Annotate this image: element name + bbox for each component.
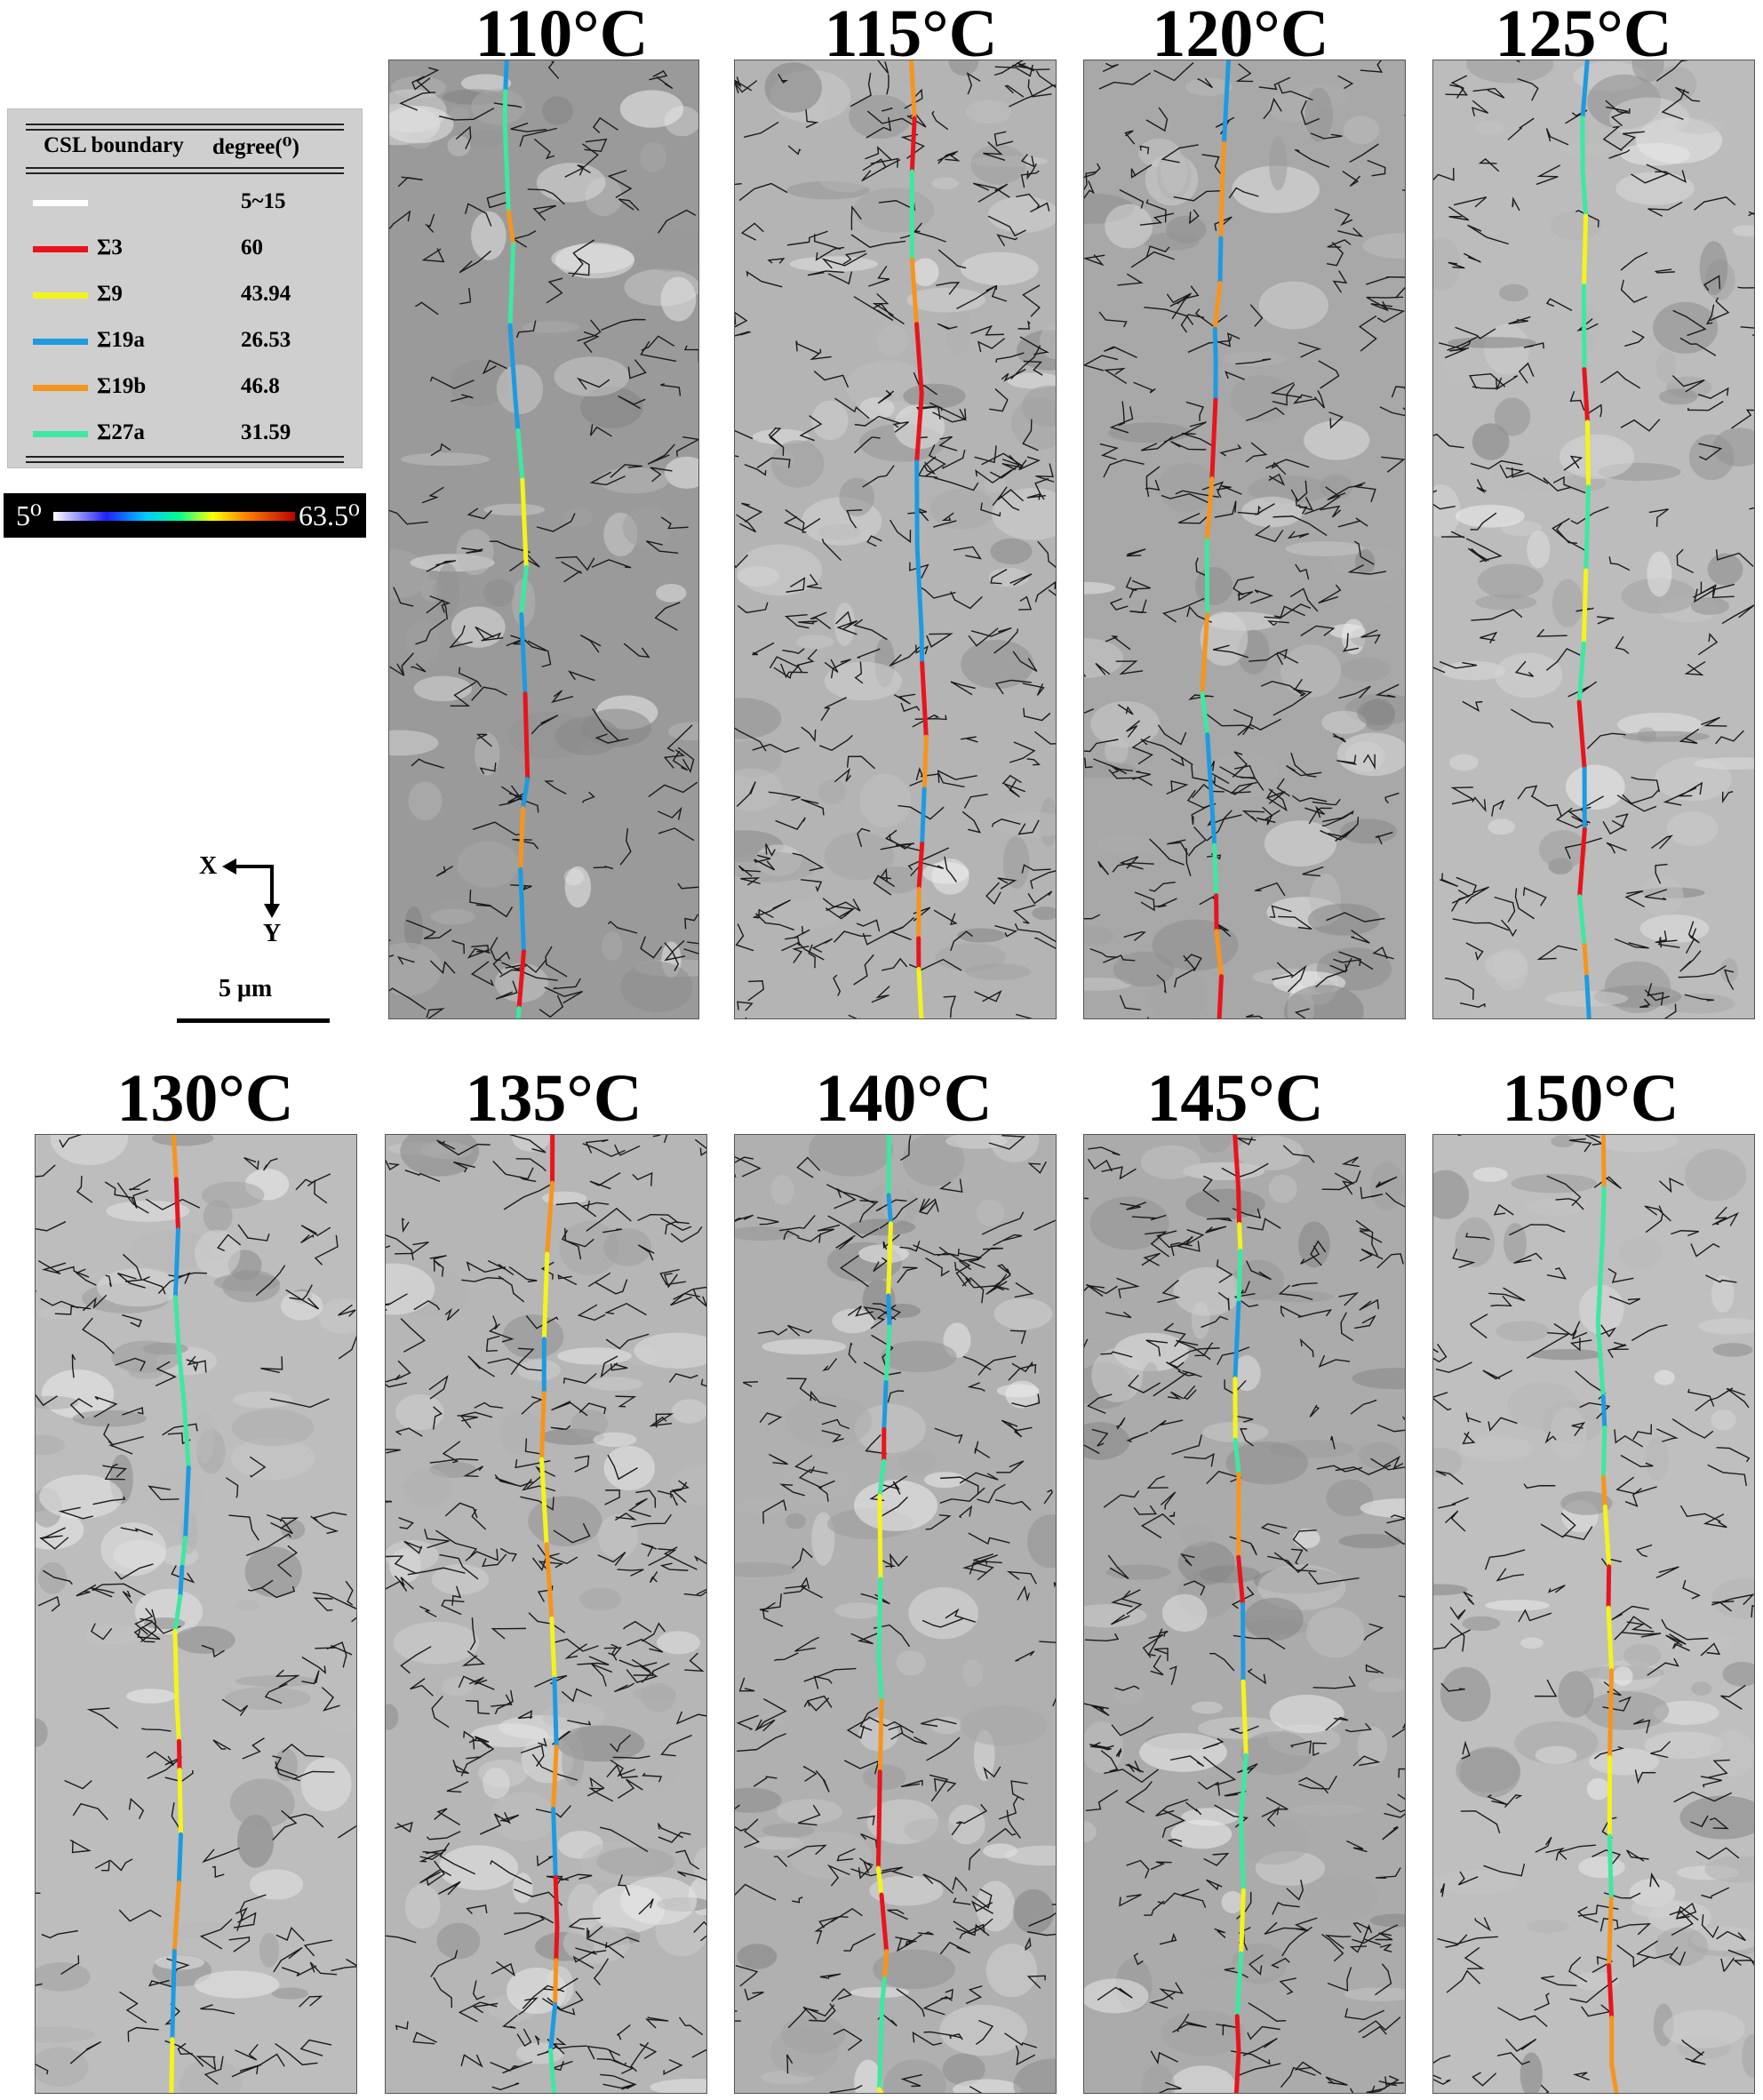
micrograph-texture bbox=[36, 1135, 356, 2093]
panel-130-micrograph bbox=[35, 1134, 357, 2094]
legend-swatch bbox=[33, 200, 88, 206]
legend-row-sigma27a: Σ27a 31.59 bbox=[8, 411, 362, 458]
legend-row-degree: 31.59 bbox=[241, 420, 291, 444]
scale-bar bbox=[177, 1018, 330, 1023]
legend-swatch bbox=[33, 246, 88, 252]
panel-115-label: 115°C bbox=[824, 0, 998, 71]
colorbar-max-label: 63.5⁰ bbox=[299, 499, 360, 531]
panel-110-micrograph bbox=[388, 60, 699, 1019]
legend-row-degree: 46.8 bbox=[241, 374, 280, 398]
legend-row-sigma3: Σ3 60 bbox=[8, 227, 362, 273]
axes-indicator: X Y bbox=[187, 849, 293, 955]
panel-125-micrograph bbox=[1432, 60, 1755, 1019]
axis-y-label: Y bbox=[263, 920, 282, 947]
legend-row-name: Σ19b bbox=[97, 374, 147, 398]
legend-header-boundary: CSL boundary bbox=[44, 133, 184, 157]
legend-swatch bbox=[33, 292, 88, 299]
micrograph-texture bbox=[735, 60, 1056, 1018]
micrograph-texture bbox=[1433, 1135, 1754, 2093]
legend-header-rule bbox=[26, 167, 344, 174]
panel-150-label: 150°C bbox=[1502, 1061, 1679, 1136]
legend-header-degree: degree(⁰) bbox=[212, 135, 299, 159]
micrograph-texture bbox=[1084, 60, 1405, 1018]
micrograph-texture bbox=[1084, 1135, 1405, 2093]
axis-x-label: X bbox=[199, 852, 218, 880]
scale-bar-label: 5 μm bbox=[219, 975, 273, 1002]
panel-135-micrograph bbox=[385, 1134, 707, 2094]
panel-135-label: 135°C bbox=[465, 1061, 642, 1136]
legend-row-name: Σ3 bbox=[97, 236, 123, 260]
legend-row-degree: 5~15 bbox=[241, 189, 286, 213]
panel-110-label: 110°C bbox=[475, 0, 649, 71]
panel-120-label: 120°C bbox=[1152, 0, 1329, 71]
legend-swatch bbox=[33, 339, 88, 345]
csl-legend: CSL boundary degree(⁰) 5~15 Σ3 60 Σ9 43.… bbox=[7, 108, 363, 468]
colorbar-gradient bbox=[53, 512, 295, 521]
legend-row-degree: 60 bbox=[241, 236, 263, 260]
panel-120-micrograph bbox=[1083, 60, 1406, 1019]
panel-140-label: 140°C bbox=[815, 1061, 993, 1136]
panel-115-micrograph bbox=[734, 60, 1057, 1019]
panel-130-label: 130°C bbox=[116, 1061, 294, 1136]
colorbar-min-label: 5⁰ bbox=[16, 499, 42, 531]
legend-top-rule bbox=[26, 124, 344, 131]
panel-150-micrograph bbox=[1432, 1134, 1755, 2094]
legend-row-degree: 43.94 bbox=[241, 282, 291, 306]
micrograph-texture bbox=[735, 1135, 1056, 2093]
legend-row-lagb: 5~15 bbox=[8, 180, 362, 227]
legend-swatch bbox=[33, 385, 88, 391]
legend-swatch bbox=[33, 431, 88, 437]
panel-145-micrograph bbox=[1083, 1134, 1406, 2094]
panel-145-label: 145°C bbox=[1146, 1061, 1324, 1136]
legend-bottom-rule bbox=[26, 456, 344, 463]
micrograph-texture bbox=[386, 1135, 706, 2093]
legend-row-sigma19a: Σ19a 26.53 bbox=[8, 319, 362, 365]
panel-140-micrograph bbox=[734, 1134, 1057, 2094]
legend-row-degree: 26.53 bbox=[241, 328, 291, 352]
micrograph-texture bbox=[1433, 60, 1754, 1018]
legend-row-sigma19b: Σ19b 46.8 bbox=[8, 365, 362, 411]
legend-row-name: Σ9 bbox=[97, 282, 123, 306]
micrograph-texture bbox=[389, 60, 698, 1018]
axes-arrows-icon bbox=[222, 858, 280, 918]
legend-row-name: Σ19a bbox=[97, 328, 145, 352]
legend-row-sigma9: Σ9 43.94 bbox=[8, 273, 362, 319]
legend-row-name: Σ27a bbox=[97, 420, 145, 444]
panel-125-label: 125°C bbox=[1495, 0, 1672, 71]
misorientation-colorbar: 5⁰ 63.5⁰ bbox=[4, 493, 366, 538]
